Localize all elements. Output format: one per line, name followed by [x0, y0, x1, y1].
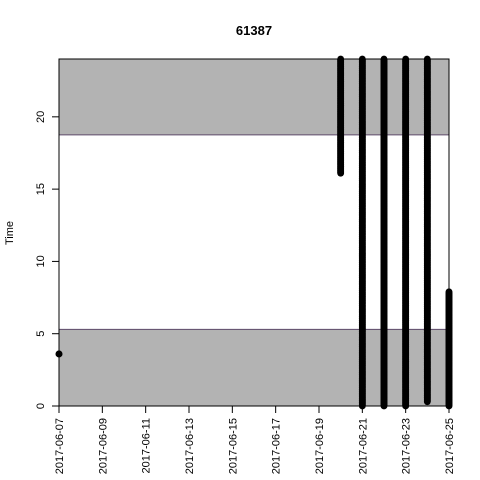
- y-tick-label: 5: [35, 331, 47, 337]
- x-tick-label: 2017-06-09: [97, 418, 109, 474]
- band-1: [59, 59, 449, 135]
- point-column-4: [402, 55, 410, 410]
- x-tick-label: 2017-06-13: [184, 418, 196, 474]
- y-tick-label: 10: [35, 255, 47, 267]
- point-column-5: [423, 55, 431, 406]
- data-points: [55, 55, 453, 410]
- band-0: [59, 329, 449, 406]
- y-tick-label: 0: [35, 403, 47, 409]
- x-tick-label: 2017-06-23: [401, 418, 413, 474]
- y-tick-label: 15: [35, 183, 47, 195]
- point-column-3: [380, 55, 388, 410]
- x-tick-label: 2017-06-15: [227, 418, 239, 474]
- y-axis: 0 5 10 15 20: [35, 111, 60, 409]
- x-tick-label: 2017-06-11: [141, 418, 153, 473]
- shaded-bands: [59, 59, 449, 406]
- x-tick-label: 2017-06-21: [357, 418, 369, 474]
- y-axis-label: Time: [4, 221, 16, 245]
- point-column-1: [337, 55, 345, 177]
- x-tick-label: 2017-06-17: [271, 418, 283, 474]
- x-tick-label: 2017-06-19: [314, 418, 326, 474]
- x-axis: 2017-06-07 2017-06-09 2017-06-11 2017-06-13…: [54, 405, 456, 474]
- x-tick-label: 2017-06-25: [444, 418, 456, 474]
- point-column-6: [445, 288, 453, 410]
- chart-title: 61387: [236, 23, 272, 38]
- y-tick-label: 20: [35, 111, 47, 123]
- x-tick-label: 2017-06-07: [54, 418, 66, 474]
- point-column-2: [358, 55, 366, 410]
